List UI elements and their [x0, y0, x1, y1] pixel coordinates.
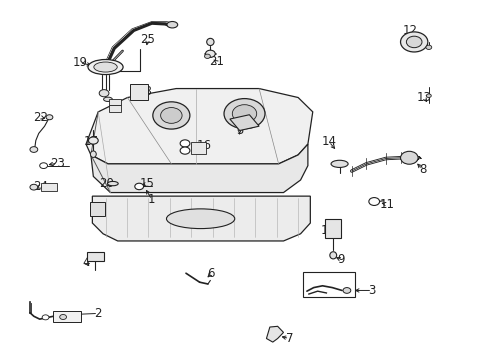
Text: 23: 23 [50, 157, 65, 170]
Circle shape [42, 315, 49, 320]
Ellipse shape [330, 160, 347, 167]
Text: 7: 7 [285, 332, 292, 345]
Circle shape [342, 288, 350, 293]
Text: 15: 15 [140, 177, 155, 190]
Circle shape [205, 50, 215, 57]
Text: 12: 12 [402, 24, 417, 37]
Circle shape [400, 32, 427, 52]
FancyBboxPatch shape [325, 220, 340, 238]
Circle shape [153, 102, 189, 129]
Text: 19: 19 [72, 56, 87, 69]
Circle shape [400, 151, 417, 164]
Text: 22: 22 [33, 111, 48, 124]
Circle shape [160, 108, 182, 123]
Text: 14: 14 [321, 135, 336, 148]
FancyBboxPatch shape [190, 141, 206, 154]
Text: 8: 8 [418, 163, 426, 176]
Text: 10: 10 [320, 224, 335, 237]
Text: 18: 18 [138, 85, 153, 98]
Circle shape [99, 90, 109, 97]
Circle shape [30, 147, 38, 152]
Polygon shape [229, 115, 259, 131]
Text: 6: 6 [207, 267, 215, 280]
Text: 20: 20 [100, 177, 114, 190]
Polygon shape [91, 144, 307, 193]
Polygon shape [92, 196, 310, 241]
FancyBboxPatch shape [130, 84, 148, 100]
FancyBboxPatch shape [109, 99, 121, 105]
Text: 9: 9 [337, 253, 344, 266]
Circle shape [368, 198, 379, 206]
Circle shape [406, 36, 421, 48]
FancyBboxPatch shape [41, 183, 57, 191]
Text: 25: 25 [140, 33, 155, 46]
Ellipse shape [166, 209, 234, 229]
Text: 5: 5 [235, 124, 243, 138]
Circle shape [30, 184, 38, 190]
Text: 1: 1 [148, 193, 155, 206]
Ellipse shape [90, 151, 96, 157]
Circle shape [425, 45, 431, 49]
Text: 17: 17 [84, 135, 99, 148]
FancyBboxPatch shape [109, 105, 121, 112]
FancyBboxPatch shape [53, 311, 81, 322]
Circle shape [60, 315, 66, 319]
Text: 11: 11 [379, 198, 394, 211]
Text: 3: 3 [368, 284, 375, 297]
Circle shape [224, 99, 264, 129]
Circle shape [180, 147, 189, 154]
Polygon shape [266, 326, 283, 342]
Text: 4: 4 [82, 256, 90, 269]
FancyBboxPatch shape [87, 252, 103, 261]
Circle shape [180, 140, 189, 147]
Ellipse shape [94, 62, 117, 72]
Ellipse shape [103, 97, 112, 102]
Text: 16: 16 [197, 139, 212, 152]
Ellipse shape [206, 39, 214, 45]
Polygon shape [86, 89, 312, 164]
Circle shape [88, 137, 98, 144]
Circle shape [204, 54, 210, 58]
FancyBboxPatch shape [90, 202, 104, 216]
Ellipse shape [166, 22, 177, 28]
Text: 2: 2 [94, 307, 102, 320]
Circle shape [40, 163, 47, 168]
Ellipse shape [329, 252, 336, 259]
Circle shape [135, 183, 143, 190]
Ellipse shape [88, 59, 123, 75]
Text: 13: 13 [416, 91, 430, 104]
Ellipse shape [107, 181, 118, 186]
Circle shape [46, 115, 53, 120]
Circle shape [232, 105, 256, 123]
Circle shape [426, 94, 430, 98]
Text: 21: 21 [208, 55, 224, 68]
Text: 24: 24 [33, 180, 48, 193]
